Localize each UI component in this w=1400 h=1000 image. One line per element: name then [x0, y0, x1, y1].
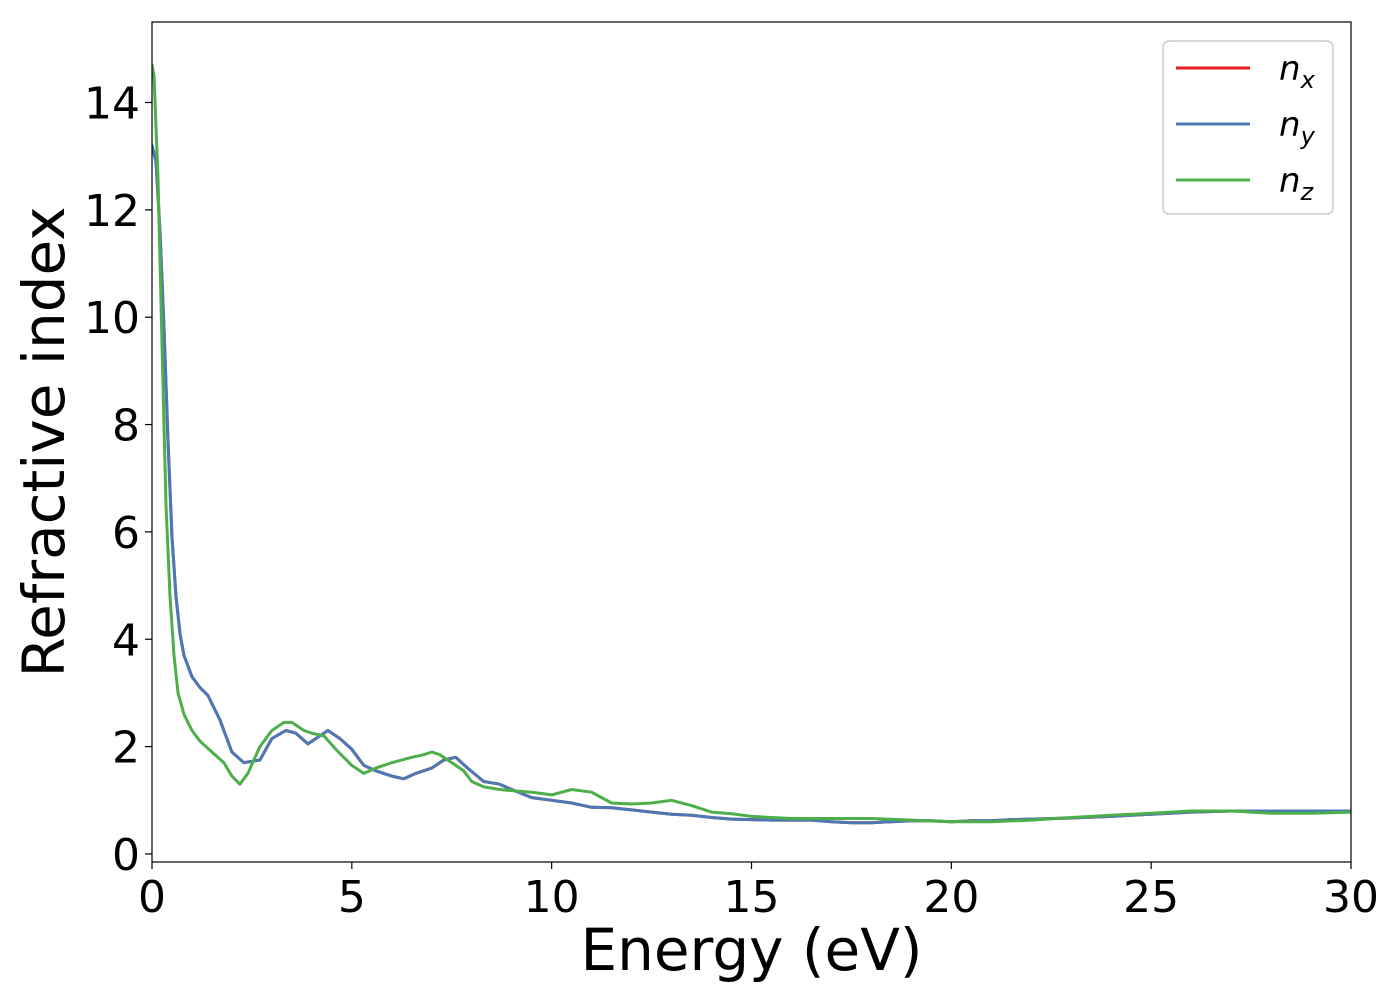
y-tick-label: 4: [112, 615, 140, 666]
legend-box: [1162, 40, 1334, 215]
y-axis-ticks: 0 2 4 6 8 10 12 14: [84, 79, 152, 881]
y-tick-label: 0: [112, 830, 140, 881]
y-tick-label: 2: [112, 723, 140, 774]
legend-label-z: nz: [1279, 161, 1315, 206]
y-tick-label: 6: [112, 508, 140, 559]
x-tick-label: 10: [524, 872, 580, 923]
x-tick-label: 20: [923, 872, 979, 923]
x-tick-label: 15: [724, 872, 780, 923]
legend-label-x: nx: [1279, 49, 1316, 94]
x-tick-label: 30: [1323, 872, 1379, 923]
y-tick-label: 14: [84, 79, 140, 130]
legend: nx ny nz: [1162, 40, 1334, 215]
x-tick-label: 0: [138, 872, 166, 923]
legend-label-y: ny: [1279, 105, 1316, 150]
series-line-z: [152, 63, 1351, 824]
x-tick-label: 5: [338, 872, 366, 923]
y-tick-label: 12: [84, 186, 140, 237]
series-layer: [152, 63, 1351, 825]
x-axis-label: Energy (eV): [580, 916, 922, 984]
y-axis-label: Refractive index: [10, 206, 78, 677]
x-tick-label: 25: [1123, 872, 1179, 923]
y-tick-label: 10: [84, 293, 140, 344]
x-axis-ticks: 0 5 10 15 20 25 30: [138, 862, 1379, 923]
y-tick-label: 8: [112, 401, 140, 452]
